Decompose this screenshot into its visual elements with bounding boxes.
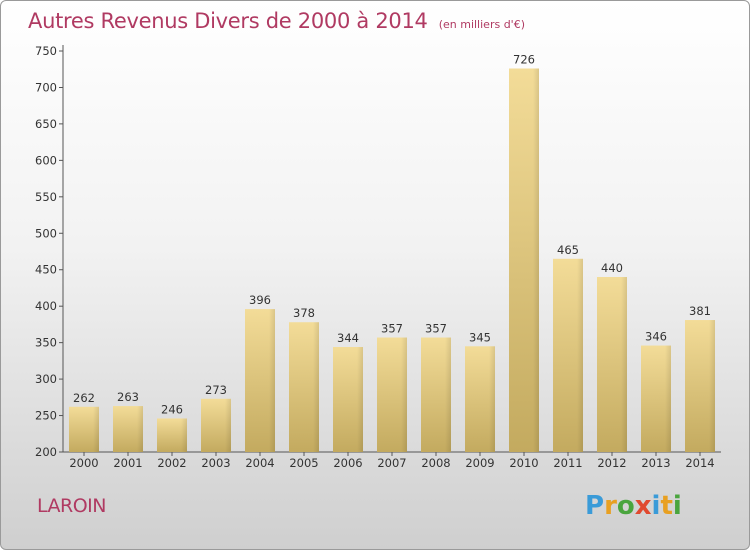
data-label: 378 <box>293 306 315 320</box>
data-label: 381 <box>689 304 711 318</box>
logo-letter: r <box>604 491 617 521</box>
data-label: 465 <box>557 243 579 257</box>
bar-shade <box>245 309 275 452</box>
data-label: 440 <box>601 261 623 275</box>
y-tick-label: 700 <box>35 80 57 94</box>
bar-shade <box>157 418 187 452</box>
x-tick-label: 2004 <box>245 456 274 470</box>
x-tick-label: 2011 <box>553 456 582 470</box>
bar-shade <box>421 337 451 452</box>
data-label: 246 <box>161 402 183 416</box>
bar-shade <box>685 320 715 452</box>
bar-shade <box>597 277 627 452</box>
x-tick-label: 2001 <box>113 456 142 470</box>
x-tick-label: 2008 <box>421 456 450 470</box>
bar-shade <box>641 345 671 452</box>
y-tick-label: 350 <box>35 336 57 350</box>
data-label: 357 <box>381 322 403 336</box>
data-label: 396 <box>249 293 271 307</box>
y-tick-label: 550 <box>35 190 57 204</box>
data-label: 273 <box>205 383 227 397</box>
bar-shade <box>553 258 583 452</box>
data-label: 263 <box>117 390 139 404</box>
y-tick-label: 200 <box>35 445 57 459</box>
data-label: 346 <box>645 330 667 344</box>
x-tick-label: 2005 <box>289 456 318 470</box>
bar-shade <box>289 322 319 452</box>
x-tick-label: 2003 <box>201 456 230 470</box>
x-tick-label: 2002 <box>157 456 186 470</box>
proxiti-logo: Proxiti <box>585 491 682 521</box>
bar-shade <box>377 337 407 452</box>
bars <box>69 68 715 453</box>
x-tick-label: 2013 <box>641 456 670 470</box>
y-tick-label: 650 <box>35 117 57 131</box>
logo-letter: i <box>651 491 661 521</box>
x-tick-label: 2009 <box>465 456 494 470</box>
x-tick-label: 2007 <box>377 456 406 470</box>
y-tick-label: 450 <box>35 263 57 277</box>
bar-shade <box>113 406 143 452</box>
chart-subtitle: (en milliers d'€) <box>438 18 525 31</box>
data-label: 262 <box>73 391 95 405</box>
data-label: 345 <box>469 330 491 344</box>
y-tick-label: 300 <box>35 372 57 386</box>
x-tick-label: 2000 <box>69 456 98 470</box>
logo-letter: P <box>585 491 605 521</box>
logo-letter: o <box>616 491 635 521</box>
y-tick-label: 400 <box>35 299 57 313</box>
logo-letter: x <box>634 491 652 521</box>
axes: 200 250 300 350 400 450 500 550 600 650 700 750 2000… <box>35 44 721 470</box>
x-tick-label: 2006 <box>333 456 362 470</box>
logo-letter: t <box>660 491 673 521</box>
place-name: LAROIN <box>37 495 107 517</box>
bar-shade <box>333 347 363 452</box>
y-tick-label: 750 <box>35 44 57 58</box>
bar-shade <box>509 68 539 453</box>
y-tick-label: 250 <box>35 409 57 423</box>
x-tick-label: 2014 <box>685 456 714 470</box>
bar-shade <box>201 398 231 452</box>
y-tick-label: 600 <box>35 153 57 167</box>
x-tick-label: 2010 <box>509 456 538 470</box>
data-label: 726 <box>513 52 535 66</box>
title-row: Autres Revenus Divers de 2000 à 2014 (en… <box>28 9 525 33</box>
y-tick-label: 500 <box>35 226 57 240</box>
bar-shade <box>69 406 99 452</box>
logo-letter: i <box>672 491 682 521</box>
data-labels: 262 263 246 273 396 378 344 357 357 345 726 465 440 3… <box>73 52 711 416</box>
data-label: 357 <box>425 322 447 336</box>
x-tick-label: 2012 <box>597 456 626 470</box>
data-label: 344 <box>337 331 359 345</box>
chart-title: Autres Revenus Divers de 2000 à 2014 <box>28 9 428 33</box>
bar-shade <box>465 346 495 452</box>
